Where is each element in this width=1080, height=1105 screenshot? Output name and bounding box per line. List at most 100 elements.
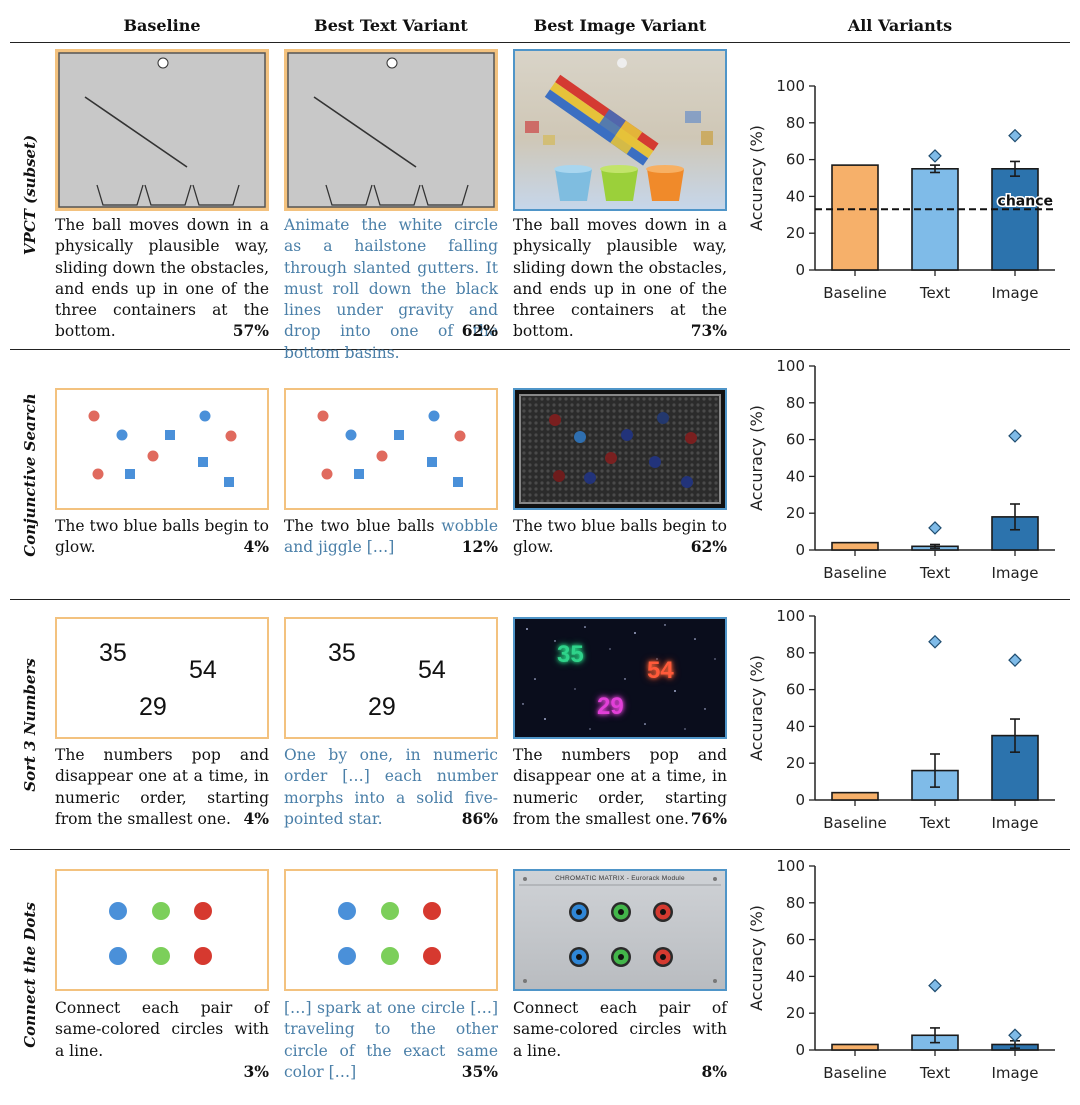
dots-image-pct: 8% — [701, 1062, 727, 1081]
conj-text-caption: The two blue balls wobble and jiggle […] — [284, 516, 498, 559]
y-tick-label: 0 — [795, 261, 805, 279]
y-axis-label: Accuracy (%) — [747, 655, 766, 761]
dots-text-pct: 35% — [461, 1062, 498, 1081]
conj-text-frame — [284, 388, 498, 510]
dots-text-frame — [284, 869, 498, 991]
sort-baseline-pct: 4% — [243, 809, 269, 828]
vpct-image-pct: 73% — [690, 321, 727, 340]
y-axis-label: Accuracy (%) — [747, 125, 766, 231]
sort-baseline-caption: The numbers pop and disappear one at a t… — [55, 746, 269, 828]
vpct-text-frame — [284, 49, 498, 211]
dots-baseline-frame — [55, 869, 269, 991]
conj-baseline-frame — [55, 388, 269, 510]
y-tick-label: 60 — [786, 431, 805, 449]
bar-baseline — [831, 164, 879, 271]
conj-text-caption-variant: wobble and jiggle […] — [284, 517, 498, 557]
best-variant-marker — [1008, 653, 1022, 668]
y-tick-label: 20 — [786, 504, 805, 522]
y-tick-label: 100 — [776, 357, 805, 375]
row-label-vpct: VPCT (subset) — [21, 134, 39, 256]
conj-text-caption-plain: The two blue balls — [284, 517, 442, 535]
conj-image-photo — [513, 388, 727, 510]
vpct-text-caption: Animate the white circle as a hailstone … — [284, 216, 498, 362]
x-tick-label: Image — [992, 814, 1039, 832]
y-tick-label: 40 — [786, 187, 805, 205]
vpct-image-photo — [513, 49, 727, 211]
conj-baseline-caption: The two blue balls begin to glow. — [55, 517, 269, 557]
dots-image-module: CHROMATIC MATRIX - Eurorack Module — [513, 869, 727, 991]
bar-image — [991, 168, 1039, 271]
row-label-connect: Connect the Dots — [21, 902, 39, 1048]
rule-row2 — [10, 599, 1070, 600]
sort-text-caption: One by one, in numeric order […] each nu… — [284, 746, 498, 828]
sort-image-neon: 35 54 29 — [513, 617, 727, 739]
x-tick-label: Image — [992, 1064, 1039, 1082]
conj-image-caption: The two blue balls begin to glow. — [513, 517, 727, 557]
y-tick-label: 80 — [786, 114, 805, 132]
dots-baseline-caption: Connect each pair of same-colored circle… — [55, 999, 269, 1060]
vpct-text-pct: 62% — [461, 321, 498, 340]
header-all-variants: All Variants — [847, 16, 953, 35]
y-tick-label: 100 — [776, 77, 805, 95]
y-tick-label: 100 — [776, 607, 805, 625]
bar-baseline — [831, 791, 879, 801]
row-label-sort: Sort 3 Numbers — [21, 658, 39, 792]
best-variant-marker — [928, 521, 942, 535]
y-tick-label: 20 — [786, 224, 805, 242]
bar-text — [911, 168, 959, 271]
number-35: 35 — [99, 639, 127, 667]
header-best-image: Best Image Variant — [533, 16, 707, 35]
best-variant-marker — [1008, 429, 1022, 443]
y-tick-label: 80 — [786, 894, 805, 912]
conj-image-pct: 62% — [690, 537, 727, 556]
x-tick-label: Baseline — [823, 1064, 887, 1082]
x-tick-label: Image — [992, 284, 1039, 302]
y-tick-label: 20 — [786, 1004, 805, 1022]
number-35: 35 — [328, 639, 356, 667]
x-tick-label: Baseline — [823, 814, 887, 832]
sort-text-pct: 86% — [461, 809, 498, 828]
sort-text-frame: 35 54 29 — [284, 617, 498, 739]
rule-row1 — [10, 349, 1070, 350]
sort-image-caption: The numbers pop and disappear one at a t… — [513, 746, 727, 828]
x-tick-label: Text — [919, 564, 950, 582]
row-label-conjunctive: Conjunctive Search — [21, 393, 39, 557]
chart-conjunctive: 0 20 40 60 80 100 Accuracy (%) Baseline Text Imag… — [740, 350, 1070, 600]
vpct-baseline-caption: The ball moves down in a physically plau… — [55, 216, 269, 341]
y-tick-label: 100 — [776, 857, 805, 875]
best-variant-marker — [928, 149, 942, 163]
rule-row3 — [10, 849, 1070, 850]
best-variant-marker — [928, 634, 942, 649]
x-tick-label: Baseline — [823, 564, 887, 582]
number-54: 54 — [189, 656, 217, 684]
y-tick-label: 40 — [786, 717, 805, 735]
best-variant-marker — [928, 978, 942, 993]
y-tick-label: 40 — [786, 967, 805, 985]
y-tick-label: 60 — [786, 151, 805, 169]
best-variant-marker — [1008, 1028, 1022, 1043]
y-tick-label: 40 — [786, 467, 805, 485]
chart-vpct: 0 20 40 60 80 100 Accuracy (%) Baseline Text Imag… — [740, 70, 1070, 320]
rule-top — [10, 42, 1070, 43]
y-tick-label: 60 — [786, 931, 805, 949]
number-29: 29 — [368, 693, 396, 721]
x-tick-label: Text — [919, 284, 950, 302]
bar-baseline — [831, 541, 879, 551]
best-variant-marker — [1008, 128, 1022, 143]
sort-baseline-frame: 35 54 29 — [55, 617, 269, 739]
dots-text-caption: […] spark at one circle […] traveling to… — [284, 999, 498, 1081]
vpct-baseline-pct: 57% — [232, 321, 269, 340]
sort-image-pct: 76% — [690, 809, 727, 828]
chart-sort: 0 20 40 60 80 100 Accuracy (%) Baseline Text Imag… — [740, 600, 1070, 850]
conj-text-pct: 12% — [461, 537, 498, 556]
x-tick-label: Text — [919, 1064, 950, 1082]
x-tick-label: Image — [992, 564, 1039, 582]
y-tick-label: 80 — [786, 644, 805, 662]
bar-baseline — [831, 1043, 879, 1051]
vpct-baseline-frame — [55, 49, 269, 211]
number-35: 35 — [557, 641, 584, 668]
y-tick-label: 0 — [795, 1041, 805, 1059]
conj-baseline-pct: 4% — [243, 537, 269, 556]
chance-label: chance — [998, 193, 1053, 209]
y-tick-label: 20 — [786, 754, 805, 772]
